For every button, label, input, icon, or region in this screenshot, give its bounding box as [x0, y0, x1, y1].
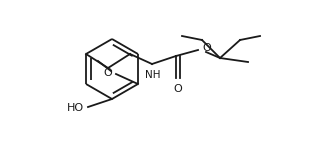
- Text: NH: NH: [145, 70, 161, 80]
- Text: HO: HO: [67, 103, 84, 113]
- Text: O: O: [202, 43, 211, 53]
- Text: O: O: [103, 68, 112, 78]
- Text: O: O: [174, 84, 182, 94]
